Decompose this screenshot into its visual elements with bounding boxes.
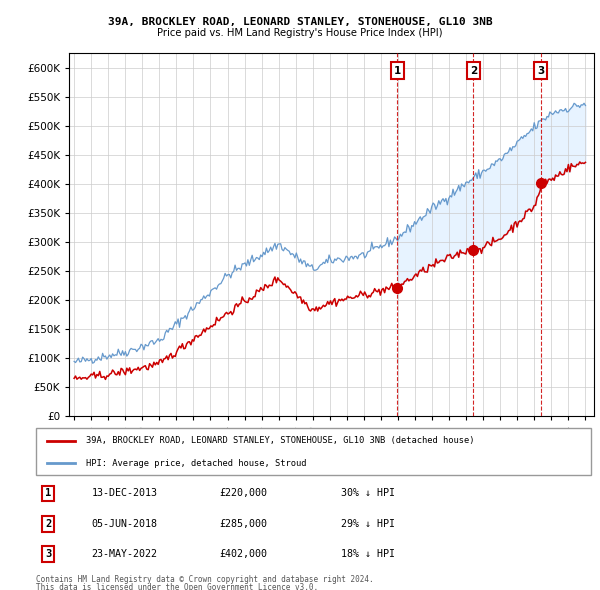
Text: HPI: Average price, detached house, Stroud: HPI: Average price, detached house, Stro… [86,458,307,468]
Text: Contains HM Land Registry data © Crown copyright and database right 2024.: Contains HM Land Registry data © Crown c… [36,575,374,584]
Text: Price paid vs. HM Land Registry's House Price Index (HPI): Price paid vs. HM Land Registry's House … [157,28,443,38]
Text: £402,000: £402,000 [219,549,267,559]
Text: 3: 3 [537,65,544,76]
Text: This data is licensed under the Open Government Licence v3.0.: This data is licensed under the Open Gov… [36,583,318,590]
Text: 30% ↓ HPI: 30% ↓ HPI [341,489,395,499]
Text: 1: 1 [45,489,52,499]
Text: £285,000: £285,000 [219,519,267,529]
Text: 18% ↓ HPI: 18% ↓ HPI [341,549,395,559]
Text: 13-DEC-2013: 13-DEC-2013 [92,489,157,499]
Text: 23-MAY-2022: 23-MAY-2022 [92,549,157,559]
Text: 29% ↓ HPI: 29% ↓ HPI [341,519,395,529]
Text: 1: 1 [394,65,401,76]
Text: 05-JUN-2018: 05-JUN-2018 [92,519,157,529]
Text: 2: 2 [470,65,477,76]
Text: 2: 2 [45,519,52,529]
Text: 39A, BROCKLEY ROAD, LEONARD STANLEY, STONEHOUSE, GL10 3NB: 39A, BROCKLEY ROAD, LEONARD STANLEY, STO… [107,17,493,27]
Text: 3: 3 [45,549,52,559]
Text: £220,000: £220,000 [219,489,267,499]
Text: 39A, BROCKLEY ROAD, LEONARD STANLEY, STONEHOUSE, GL10 3NB (detached house): 39A, BROCKLEY ROAD, LEONARD STANLEY, STO… [86,437,475,445]
